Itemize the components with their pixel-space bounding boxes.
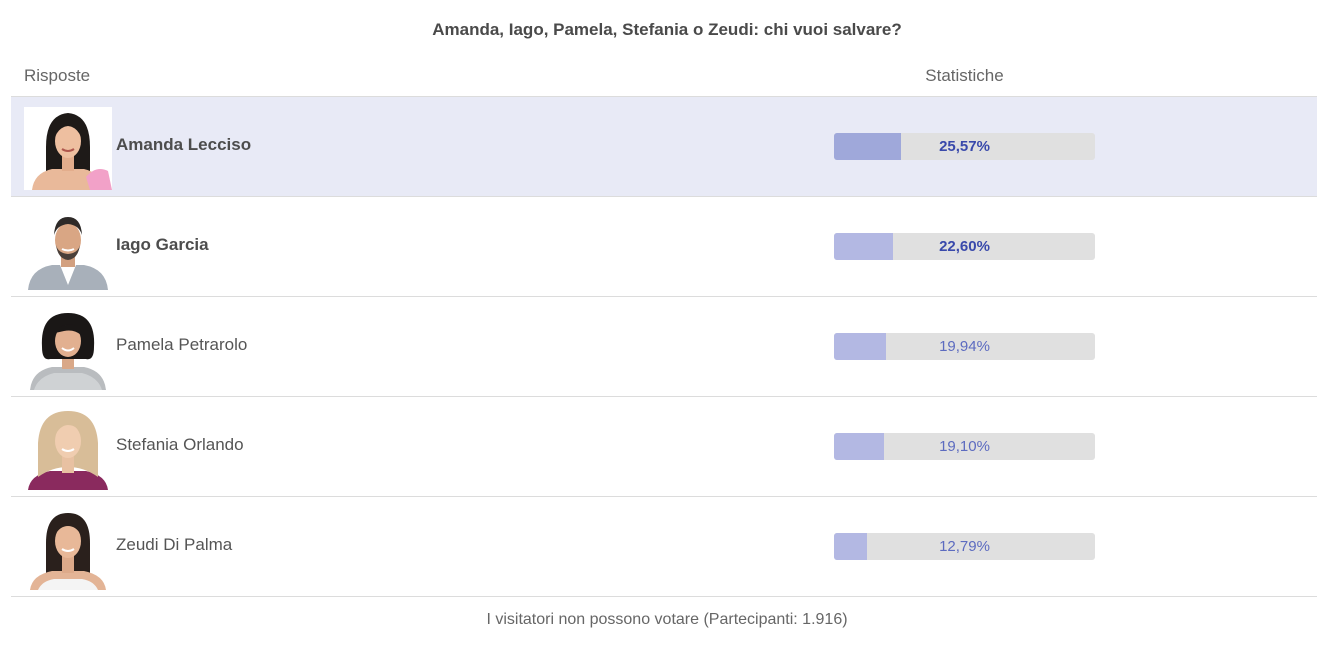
- percent-label: 25,57%: [939, 138, 990, 155]
- percent-bar: 22,60%: [834, 233, 1095, 260]
- percent-bar-fill: [834, 333, 887, 360]
- poll-option-pamela-petrarolo[interactable]: Pamela Petrarolo 19,94%: [11, 296, 1317, 396]
- percent-label: 22,60%: [939, 238, 990, 255]
- percent-bar-fill: [834, 233, 893, 260]
- avatar-iago-garcia: [24, 207, 112, 290]
- poll-options-list: Amanda Lecciso 25,57% Iago Garcia: [11, 96, 1317, 597]
- poll-option-zeudi-di-palma[interactable]: Zeudi Di Palma 12,79%: [11, 496, 1317, 596]
- percent-bar: 12,79%: [834, 533, 1095, 560]
- option-name: Amanda Lecciso: [116, 135, 252, 154]
- percent-label: 19,94%: [939, 338, 990, 355]
- percent-bar: 19,94%: [834, 333, 1095, 360]
- option-name: Iago Garcia: [116, 235, 209, 254]
- avatar-zeudi-di-palma: [24, 507, 112, 590]
- percent-bar: 25,57%: [834, 133, 1095, 160]
- option-name: Pamela Petrarolo: [116, 335, 248, 354]
- poll-option-iago-garcia[interactable]: Iago Garcia 22,60%: [11, 196, 1317, 296]
- answers-column-header: Risposte: [24, 66, 91, 85]
- percent-bar-fill: [834, 133, 901, 160]
- percent-bar-fill: [834, 533, 868, 560]
- avatar-stefania-orlando: [24, 407, 112, 490]
- option-name: Stefania Orlando: [116, 435, 244, 454]
- poll-option-stefania-orlando[interactable]: Stefania Orlando 19,10%: [11, 396, 1317, 496]
- percent-bar: 19,10%: [834, 433, 1095, 460]
- option-name: Zeudi Di Palma: [116, 535, 233, 554]
- percent-bar-fill: [834, 433, 884, 460]
- poll-footer-note: I visitatori non possono votare (Parteci…: [486, 611, 848, 628]
- poll-question: Amanda, Iago, Pamela, Stefania o Zeudi: …: [432, 20, 902, 39]
- list-divider: [11, 596, 1317, 597]
- percent-label: 19,10%: [939, 438, 990, 455]
- avatar-amanda-lecciso: [24, 107, 112, 190]
- stats-column-header: Statistiche: [925, 66, 1004, 85]
- avatar-pamela-petrarolo: [24, 307, 112, 390]
- poll-option-amanda-lecciso[interactable]: Amanda Lecciso 25,57%: [11, 96, 1317, 196]
- percent-label: 12,79%: [939, 538, 990, 555]
